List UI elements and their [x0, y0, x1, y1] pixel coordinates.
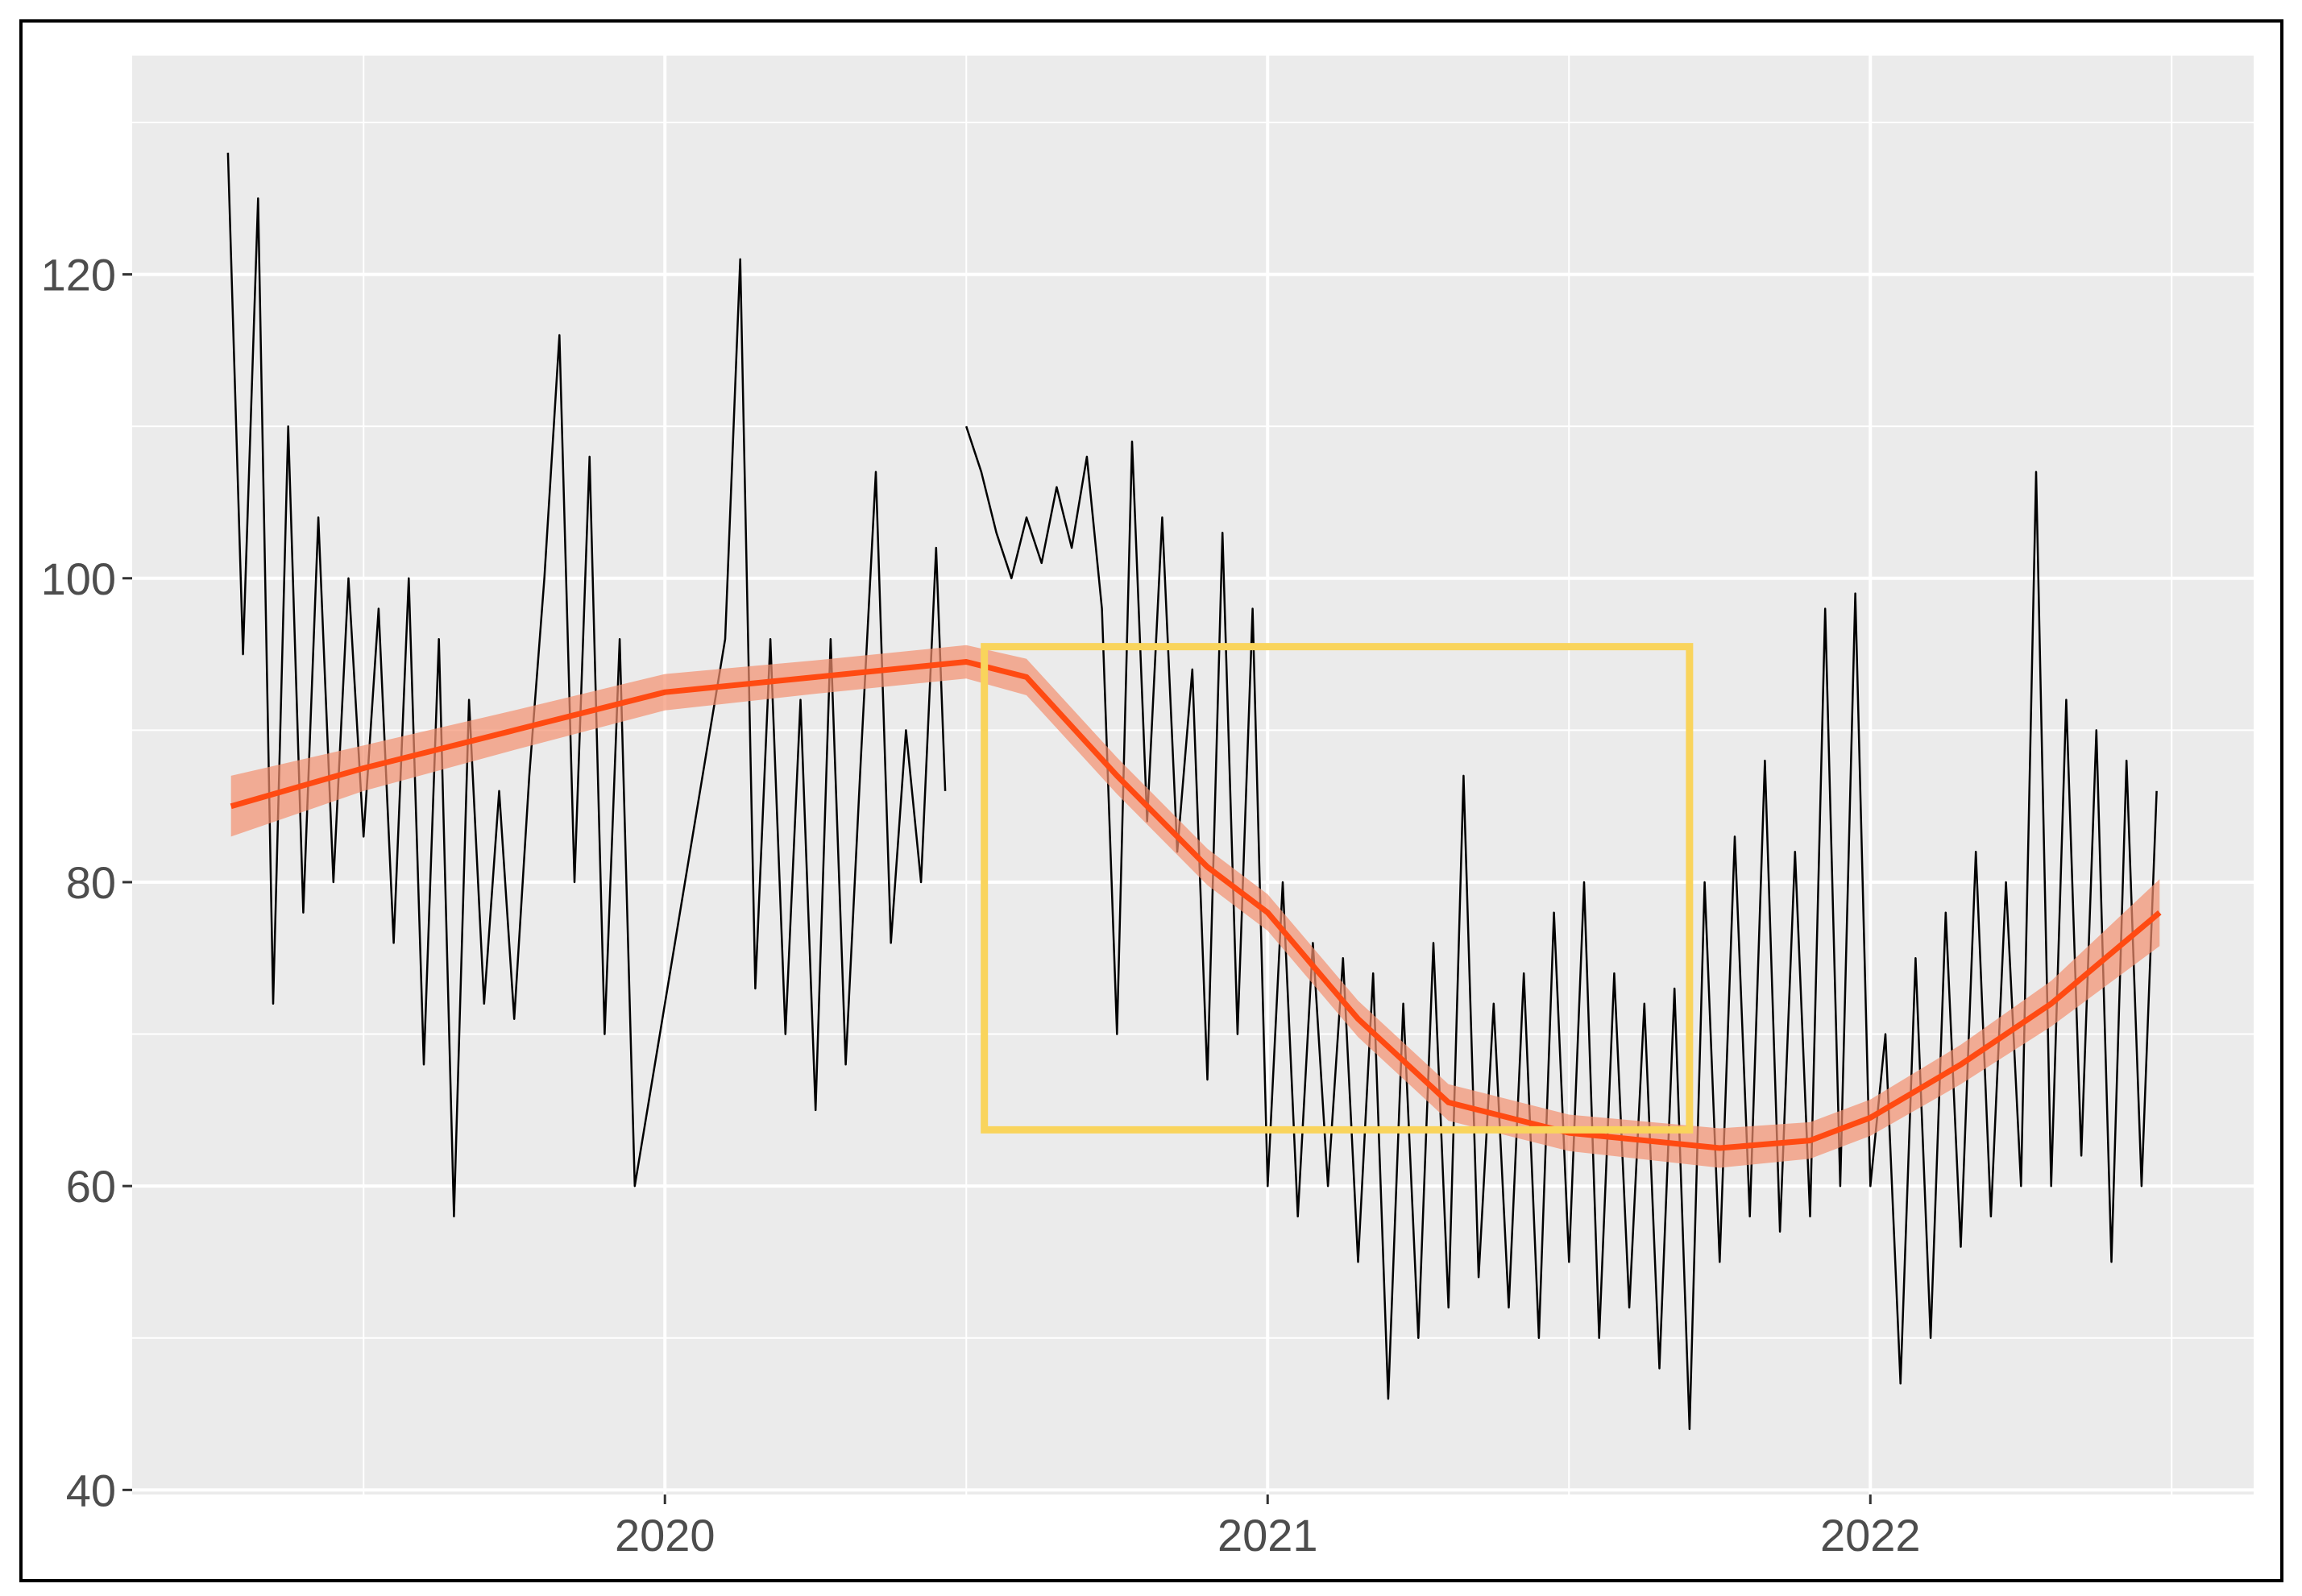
x-tick-label: 2021	[1217, 1510, 1318, 1561]
x-tick-label: 2022	[1820, 1510, 1921, 1561]
smooth-line	[230, 659, 2162, 1151]
y-tick-label: 40	[66, 1465, 116, 1515]
data-line	[226, 152, 2158, 1431]
panel	[132, 56, 2254, 1494]
y-tick-label: 120	[41, 250, 116, 301]
frame	[19, 19, 2283, 1582]
highlight-box	[981, 643, 1694, 1134]
y-tick-label: 100	[41, 553, 116, 604]
x-tick-label: 2020	[615, 1510, 715, 1561]
y-tick-label: 60	[66, 1161, 116, 1212]
y-tick-label: 80	[66, 857, 116, 908]
